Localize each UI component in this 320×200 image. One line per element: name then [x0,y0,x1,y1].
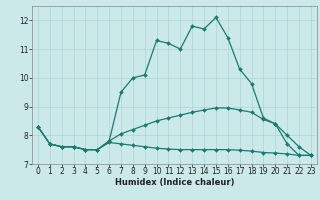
X-axis label: Humidex (Indice chaleur): Humidex (Indice chaleur) [115,178,234,187]
